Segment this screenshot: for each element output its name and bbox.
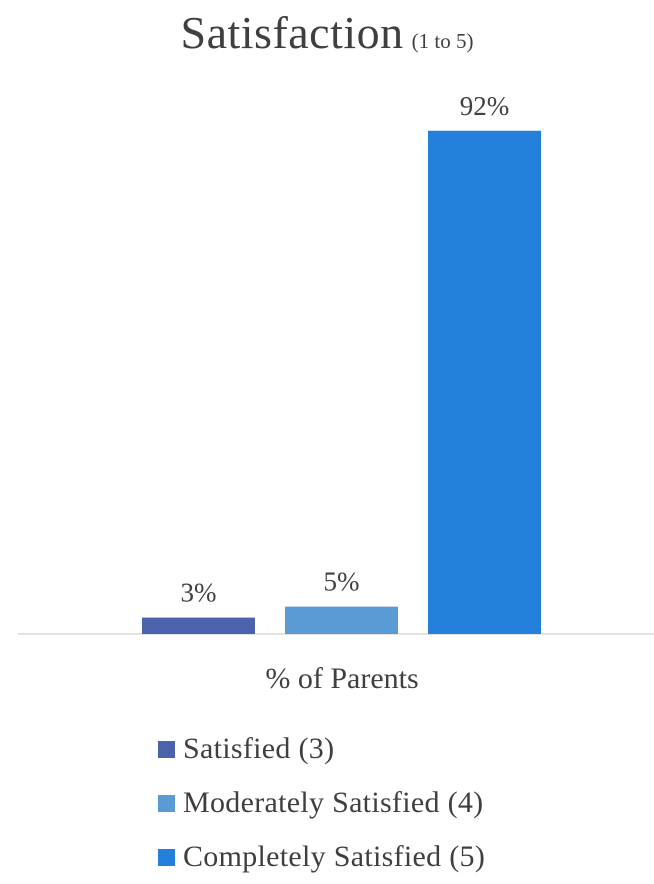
bar-2: [285, 606, 398, 634]
legend-label: Completely Satisfied (5): [183, 840, 486, 873]
legend-item-1: Satisfied (3): [158, 722, 485, 776]
legend-label: Moderately Satisfied (4): [183, 786, 484, 819]
legend-label: Satisfied (3): [183, 732, 335, 765]
legend: Satisfied (3) Moderately Satisfied (4) Com…: [158, 722, 485, 884]
bar-3: [428, 130, 541, 634]
legend-item-3: Completely Satisfied (5): [158, 830, 485, 884]
chart-title-text: Satisfaction: [180, 7, 404, 58]
legend-swatch: [158, 794, 175, 812]
legend-swatch: [158, 848, 175, 866]
data-labels: 3% 5% 92%: [181, 91, 510, 608]
bars: [142, 130, 541, 634]
legend-swatch: [158, 740, 175, 758]
bar-value-label-3: 92%: [460, 91, 510, 121]
chart-title: Satisfaction (1 to 5): [0, 6, 654, 59]
bar-chart: 3% 5% 92% % of Parents: [18, 91, 654, 695]
bar-value-label-1: 3%: [181, 578, 217, 608]
chart-subtitle: (1 to 5): [411, 29, 474, 53]
bar-1: [142, 617, 255, 634]
bar-value-label-2: 5%: [324, 567, 360, 597]
legend-item-2: Moderately Satisfied (4): [158, 776, 485, 830]
x-axis-label: % of Parents: [265, 662, 418, 695]
